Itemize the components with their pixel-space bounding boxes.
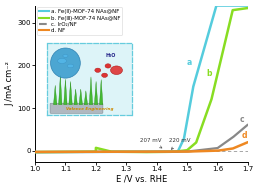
X-axis label: E /V vs. RHE: E /V vs. RHE — [116, 174, 167, 184]
Text: b: b — [207, 69, 212, 78]
Legend: a. Fe(Ⅱ)-MOF-74 NAs@NF, b. Fe(Ⅲ)-MOF-74 NAs@NF, c. IrO₂/NF, d. NF: a. Fe(Ⅱ)-MOF-74 NAs@NF, b. Fe(Ⅲ)-MOF-74 … — [37, 7, 122, 35]
Y-axis label: J /mA cm⁻²: J /mA cm⁻² — [5, 61, 15, 106]
Text: 207 mV: 207 mV — [140, 138, 162, 148]
Text: c: c — [239, 115, 244, 124]
Text: a: a — [186, 58, 192, 67]
Text: d: d — [241, 131, 247, 140]
Text: 220 mV: 220 mV — [169, 138, 190, 149]
